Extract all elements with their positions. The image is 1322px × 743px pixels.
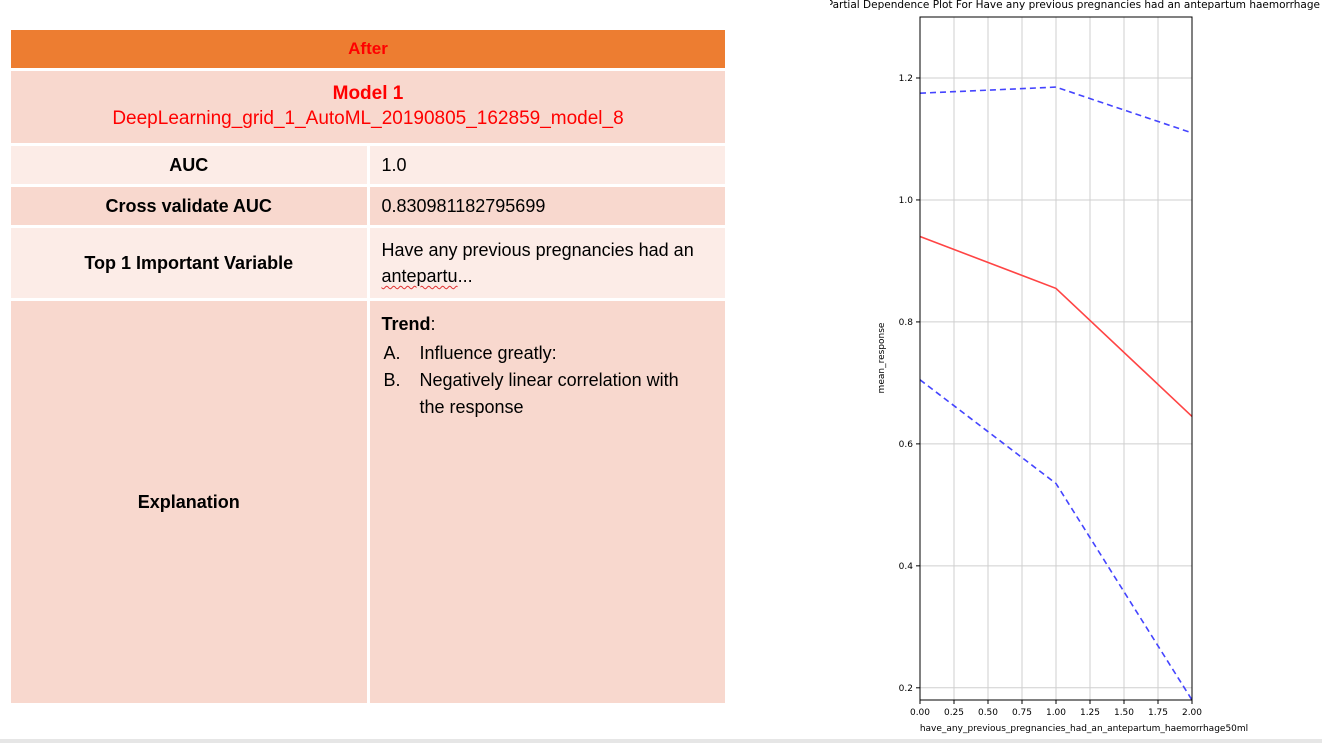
table-row-cv-auc: Cross validate AUC 0.830981182795699: [11, 185, 725, 228]
bottom-divider: [0, 739, 1322, 743]
x-tick-label: 0.50: [978, 708, 998, 718]
list-marker: A.: [383, 343, 401, 363]
model-title: Model 1: [332, 83, 404, 104]
top-variable-line2: antepartu...: [382, 263, 726, 289]
auc-value: 1.0: [368, 144, 725, 187]
trend-colon: :: [430, 314, 436, 334]
list-text: Negatively linear correlation with the re…: [420, 367, 679, 421]
table-row-explanation: Explanation Trend: A. Influence greatly:…: [11, 299, 726, 703]
list-marker: B.: [383, 370, 401, 390]
auc-label: AUC: [11, 144, 370, 187]
list-text-line1: Negatively linear correlation with: [419, 370, 679, 390]
x-tick-label: 0.75: [1012, 708, 1032, 718]
chart-grid: [919, 17, 1193, 700]
top-variable-value: Have any previous pregnancies had an ant…: [368, 226, 726, 301]
trend-list: A. Influence greatly: B. Negatively line…: [382, 340, 726, 421]
table-header-row: After: [11, 30, 725, 71]
model-summary-table: After Model 1 DeepLearning_grid_1_AutoML…: [11, 30, 725, 703]
chart-series: [919, 86, 1193, 701]
x-axis-label: have_any_previous_pregnancies_had_an_ant…: [920, 724, 1248, 734]
table-row-top-variable: Top 1 Important Variable Have any previo…: [11, 226, 726, 301]
x-tick-label: 1.00: [1046, 708, 1066, 718]
explanation-label: Explanation: [11, 299, 370, 703]
list-item: A. Influence greatly:: [382, 340, 726, 367]
top-variable-label: Top 1 Important Variable: [11, 226, 370, 301]
model-cell: Model 1 DeepLearning_grid_1_AutoML_20190…: [11, 69, 725, 146]
y-tick-label: 0.2: [899, 684, 913, 694]
y-tick-label: 1.2: [899, 74, 913, 84]
model-row: Model 1 DeepLearning_grid_1_AutoML_20190…: [11, 69, 725, 146]
mean-response-line: [919, 235, 1193, 417]
list-text-line1: Influence greatly:: [419, 343, 557, 363]
cv-auc-value: 0.830981182795699: [368, 185, 725, 228]
x-tick-label: 2.00: [1182, 708, 1202, 718]
x-tick-label: 0.25: [944, 708, 964, 718]
y-tick-label: 0.8: [899, 318, 914, 328]
list-item: B. Negatively linear correlation with the…: [382, 367, 726, 421]
y-tick-label: 0.4: [899, 562, 914, 572]
list-text-line2: the response: [419, 397, 524, 417]
chart-title: Partial Dependence Plot For Have any pre…: [830, 0, 1320, 11]
x-tick-label: 0.00: [910, 708, 930, 718]
partial-dependence-chart: Partial Dependence Plot For Have any pre…: [830, 0, 1320, 734]
top-variable-ellipsis: ...: [457, 266, 473, 286]
list-text: Influence greatly:: [420, 340, 557, 367]
top-variable-line1: Have any previous pregnancies had an: [381, 240, 694, 260]
trend-heading: Trend:: [382, 311, 726, 338]
lower-bound-line: [919, 379, 1193, 701]
top-variable-word: antepartu: [381, 266, 458, 286]
y-tick-label: 1.0: [899, 196, 914, 206]
y-axis-ticks: 0.2 0.4 0.6 0.8 1.0 1.2: [899, 74, 920, 694]
table-header: After: [11, 30, 725, 71]
x-axis-ticks: 0.00 0.25 0.50 0.75 1.00 1.25 1.50 1.75 2.00: [910, 700, 1202, 718]
y-tick-label: 0.6: [899, 440, 914, 450]
y-axis-label: mean_response: [877, 322, 887, 393]
table-row-auc: AUC 1.0: [11, 144, 725, 187]
trend-title: Trend: [381, 314, 431, 334]
x-tick-label: 1.50: [1114, 708, 1134, 718]
explanation-value: Trend: A. Influence greatly: B. Negative…: [368, 299, 726, 703]
x-tick-label: 1.75: [1148, 708, 1168, 718]
model-name: DeepLearning_grid_1_AutoML_20190805_1628…: [112, 108, 624, 129]
upper-bound-line: [919, 86, 1193, 134]
x-tick-label: 1.25: [1080, 708, 1100, 718]
cv-auc-label: Cross validate AUC: [11, 185, 370, 228]
